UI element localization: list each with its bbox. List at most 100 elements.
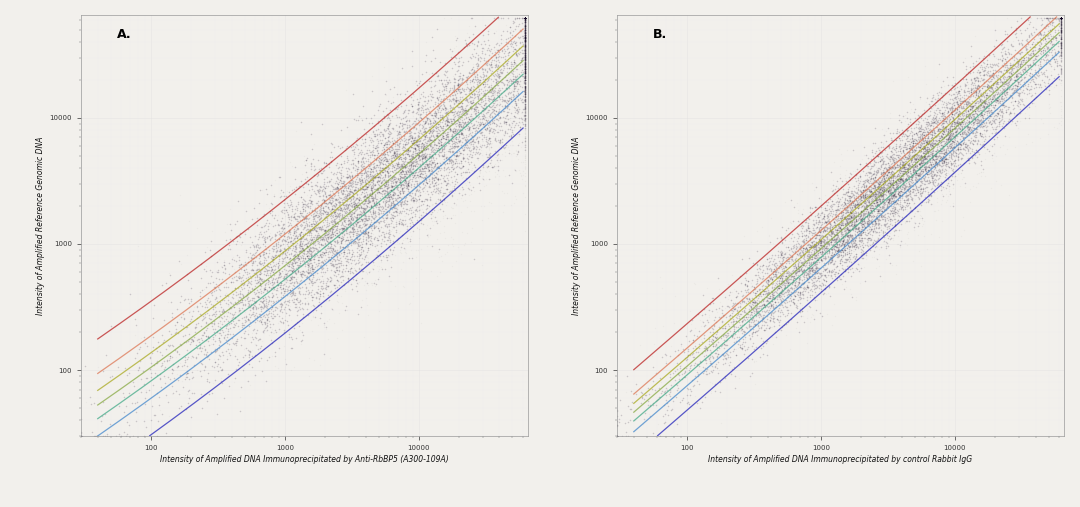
- Point: [381, 127, 399, 135]
- Point: [516, 122, 534, 130]
- Point: [270, 272, 287, 280]
- Point: [502, 118, 519, 126]
- Point: [770, 318, 787, 326]
- Point: [854, 188, 872, 196]
- Point: [807, 203, 824, 211]
- Point: [1052, 26, 1069, 34]
- Point: [986, 95, 1003, 103]
- Point: [656, 388, 673, 396]
- Point: [498, 141, 515, 149]
- Point: [206, 346, 224, 354]
- Point: [482, 152, 499, 160]
- Point: [770, 277, 787, 285]
- Point: [714, 350, 731, 358]
- Point: [661, 386, 678, 394]
- Point: [328, 209, 346, 217]
- Point: [516, 14, 534, 22]
- Point: [1012, 105, 1029, 113]
- Point: [991, 82, 1009, 90]
- Point: [807, 252, 824, 261]
- Point: [930, 130, 947, 138]
- Point: [368, 199, 386, 207]
- Point: [893, 193, 910, 201]
- Point: [703, 368, 720, 376]
- Point: [354, 164, 372, 172]
- Point: [954, 129, 971, 137]
- Point: [851, 229, 868, 237]
- Point: [1000, 72, 1017, 80]
- Point: [249, 277, 267, 285]
- Point: [947, 131, 964, 139]
- Point: [863, 208, 880, 216]
- Point: [516, 14, 534, 22]
- Point: [456, 81, 473, 89]
- Point: [323, 200, 340, 208]
- Point: [297, 243, 314, 251]
- Point: [931, 88, 948, 96]
- Point: [335, 183, 352, 191]
- Point: [378, 253, 395, 261]
- Point: [850, 186, 867, 194]
- Point: [378, 168, 395, 176]
- Point: [907, 190, 924, 198]
- Point: [1039, 14, 1056, 22]
- Point: [409, 142, 427, 150]
- Point: [315, 197, 333, 205]
- Point: [759, 276, 777, 284]
- Point: [335, 193, 352, 201]
- Point: [1045, 14, 1063, 22]
- Point: [873, 199, 890, 207]
- Point: [394, 185, 411, 193]
- Point: [318, 236, 335, 244]
- Point: [767, 270, 784, 278]
- Point: [869, 186, 887, 194]
- Point: [316, 199, 334, 207]
- Point: [326, 281, 343, 289]
- Point: [841, 231, 859, 239]
- Point: [383, 187, 401, 195]
- Point: [989, 78, 1007, 86]
- Point: [995, 97, 1012, 105]
- Point: [431, 142, 448, 151]
- Point: [882, 150, 900, 158]
- Point: [345, 147, 362, 155]
- Point: [840, 221, 858, 229]
- Point: [878, 194, 895, 202]
- Point: [796, 257, 813, 265]
- Point: [936, 139, 954, 147]
- Point: [346, 252, 363, 261]
- Point: [862, 201, 879, 209]
- Point: [252, 344, 269, 352]
- Point: [300, 288, 318, 296]
- Point: [1052, 14, 1069, 22]
- Point: [303, 243, 321, 251]
- Point: [446, 125, 463, 133]
- Point: [314, 206, 332, 214]
- Point: [924, 147, 942, 155]
- Point: [961, 123, 978, 131]
- Point: [369, 106, 387, 114]
- Point: [1052, 14, 1069, 22]
- Point: [516, 14, 534, 22]
- Point: [940, 107, 957, 115]
- Point: [939, 123, 956, 131]
- Point: [363, 160, 380, 168]
- Point: [411, 127, 429, 135]
- Point: [981, 112, 998, 120]
- Point: [427, 117, 444, 125]
- Point: [956, 86, 973, 94]
- Point: [949, 141, 967, 149]
- Point: [1052, 39, 1069, 47]
- Point: [380, 174, 397, 183]
- Point: [667, 393, 685, 401]
- Point: [982, 88, 999, 96]
- Point: [401, 127, 418, 135]
- Point: [492, 31, 510, 40]
- Point: [516, 92, 534, 100]
- Point: [382, 277, 400, 285]
- Point: [878, 196, 895, 204]
- Point: [396, 90, 414, 98]
- Point: [480, 60, 497, 68]
- Point: [878, 244, 895, 252]
- Point: [666, 367, 684, 375]
